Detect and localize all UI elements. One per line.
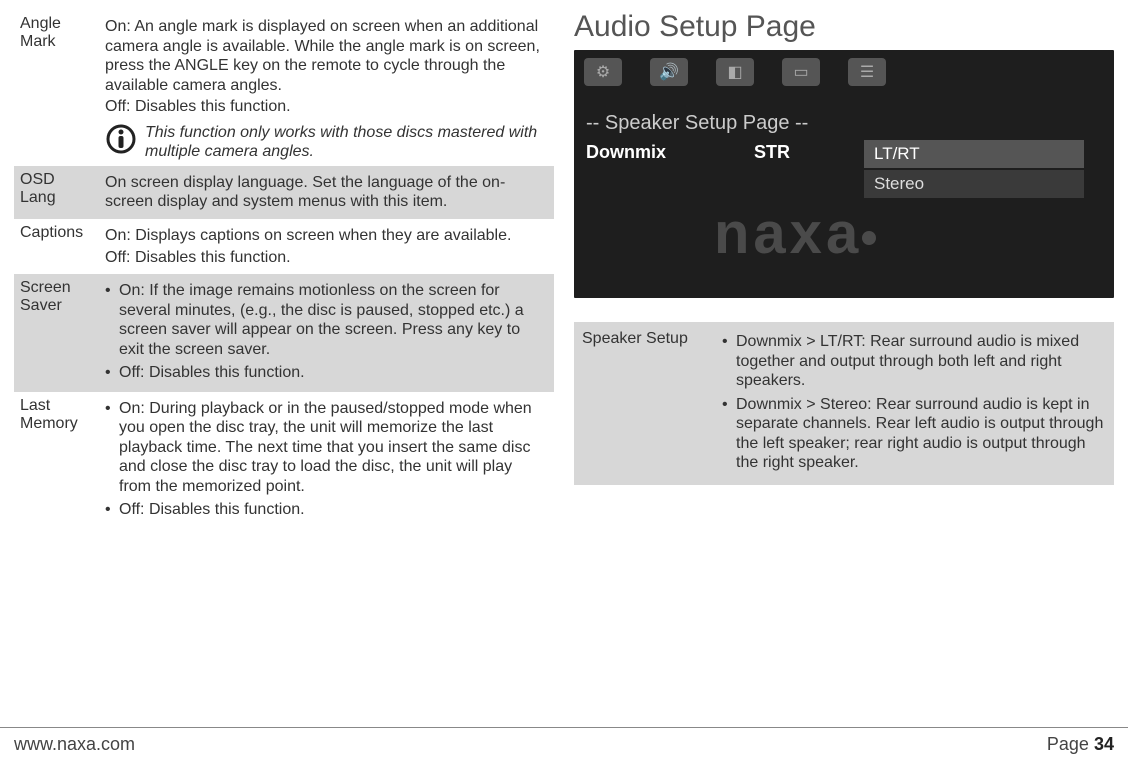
nav-icon-dolby: ◧ xyxy=(716,58,754,86)
setting-desc: On: An angle mark is displayed on screen… xyxy=(99,10,554,166)
setting-text: On: Displays captions on screen when the… xyxy=(105,226,548,246)
speaker-setup-desc: Downmix > LT/RT: Rear surround audio is … xyxy=(714,322,1114,485)
setting-desc: On: Displays captions on screen when the… xyxy=(99,219,554,274)
setting-row-last_memory: Last MemoryOn: During playback or in the… xyxy=(14,392,554,529)
setting-desc: On: If the image remains motionless on t… xyxy=(99,274,554,392)
nav-icon-audio: 🔊 xyxy=(650,58,688,86)
footer-page: Page 34 xyxy=(1047,734,1114,755)
screenshot-breadcrumb: -- Speaker Setup Page -- xyxy=(586,112,808,135)
setting-text: Off: Disables this function. xyxy=(105,248,548,268)
speaker-bullet: Downmix > Stereo: Rear surround audio is… xyxy=(722,395,1106,473)
setting-row-screen_saver: Screen SaverOn: If the image remains mot… xyxy=(14,274,554,392)
section-title: Audio Setup Page xyxy=(574,10,1114,44)
setting-desc: On screen display language. Set the lang… xyxy=(99,166,554,219)
setting-label: Last Memory xyxy=(14,392,99,529)
screenshot-menu-label: Downmix xyxy=(586,142,666,163)
setting-bullet: Off: Disables this function. xyxy=(105,363,548,383)
setting-label: Angle Mark xyxy=(14,10,99,166)
setting-label: OSD Lang xyxy=(14,166,99,219)
setting-text: On screen display language. Set the lang… xyxy=(105,173,548,212)
nav-icon-video: ▭ xyxy=(782,58,820,86)
setting-row-osd_lang: OSD LangOn screen display language. Set … xyxy=(14,166,554,219)
screenshot-brand: naxa xyxy=(714,200,876,267)
speaker-setup-table: Speaker Setup Downmix > LT/RT: Rear surr… xyxy=(574,322,1114,485)
setting-desc: On: During playback or in the paused/sto… xyxy=(99,392,554,529)
speaker-bullet: Downmix > LT/RT: Rear surround audio is … xyxy=(722,332,1106,391)
setting-bullet: On: If the image remains motionless on t… xyxy=(105,281,548,359)
screenshot-option-2: Stereo xyxy=(864,170,1084,198)
settings-table: Angle MarkOn: An angle mark is displayed… xyxy=(14,10,554,529)
nav-icon-general: ⚙ xyxy=(584,58,622,86)
screenshot-option-1: LT/RT xyxy=(864,140,1084,168)
left-column: Angle MarkOn: An angle mark is displayed… xyxy=(14,10,554,529)
setting-label: Screen Saver xyxy=(14,274,99,392)
nav-icons: ⚙ 🔊 ◧ ▭ ☰ xyxy=(584,58,886,86)
setting-text: Off: Disables this function. xyxy=(105,97,548,117)
setting-text: On: An angle mark is displayed on screen… xyxy=(105,17,548,95)
speaker-setup-label: Speaker Setup xyxy=(574,322,714,485)
right-column: Audio Setup Page ⚙ 🔊 ◧ ▭ ☰ -- Speaker Se… xyxy=(554,10,1114,529)
page-footer: www.naxa.com Page 34 xyxy=(0,727,1128,755)
setting-bullet: On: During playback or in the paused/sto… xyxy=(105,399,548,497)
setup-screenshot: ⚙ 🔊 ◧ ▭ ☰ -- Speaker Setup Page -- Downm… xyxy=(574,50,1114,298)
setting-row-angle_mark: Angle MarkOn: An angle mark is displayed… xyxy=(14,10,554,166)
screenshot-menu-value: STR xyxy=(754,142,790,163)
info-icon xyxy=(105,123,137,155)
footer-url: www.naxa.com xyxy=(14,734,135,755)
nav-icon-pref: ☰ xyxy=(848,58,886,86)
setting-row-captions: Captions On: Displays captions on screen … xyxy=(14,219,554,274)
setting-bullet: Off: Disables this function. xyxy=(105,500,548,520)
info-note-text: This function only works with those disc… xyxy=(145,123,548,161)
info-note: This function only works with those disc… xyxy=(105,123,548,161)
setting-label: Captions xyxy=(14,219,99,274)
